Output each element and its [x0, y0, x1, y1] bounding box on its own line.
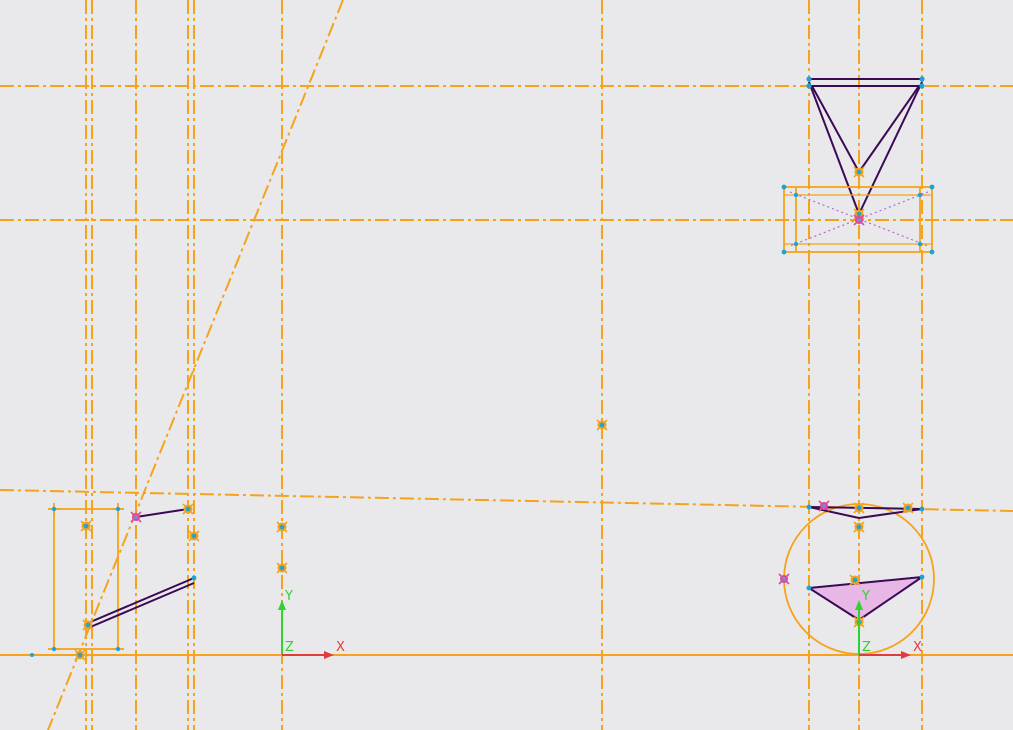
constraint-markers[interactable]: [74, 166, 914, 661]
coincident-point-icon[interactable]: [188, 530, 200, 542]
top-triangle[interactable]: [808, 78, 923, 215]
fixed-point-icon[interactable]: [853, 214, 865, 226]
fixed-point-icon[interactable]: [778, 573, 790, 585]
coincident-point-icon[interactable]: [849, 574, 861, 586]
coincident-point-icon[interactable]: [853, 166, 865, 178]
fixed-point-icon[interactable]: [130, 511, 142, 523]
coincident-point-icon[interactable]: [853, 502, 865, 514]
coincident-point-icon[interactable]: [80, 520, 92, 532]
right-axis-triad: Y Z X: [855, 589, 922, 659]
coincident-point-icon[interactable]: [853, 521, 865, 533]
coincident-point-icon[interactable]: [902, 502, 914, 514]
coincident-point-icon[interactable]: [182, 503, 194, 515]
coincident-point-icon[interactable]: [596, 419, 608, 431]
coincident-point-icon[interactable]: [74, 649, 86, 661]
left-axis-triad: Y Z X: [278, 589, 345, 659]
coincident-point-icon[interactable]: [276, 562, 288, 574]
fixed-point-icon[interactable]: [818, 500, 830, 512]
endpoints[interactable]: [30, 76, 935, 657]
left-linkage[interactable]: [87, 508, 195, 629]
z-axis-label: Z: [285, 640, 294, 655]
construction-line-diagonal: [47, 0, 344, 730]
x-axis-label: X: [336, 640, 345, 655]
coincident-point-icon[interactable]: [82, 619, 94, 631]
y-axis-label: Y: [284, 589, 293, 604]
filled-triangle[interactable]: [806, 576, 923, 622]
mid-rectangle[interactable]: [783, 186, 933, 253]
coincident-point-icon[interactable]: [276, 521, 288, 533]
z-axis-label: Z: [862, 640, 871, 655]
x-axis-label: X: [913, 640, 922, 655]
y-axis-label: Y: [861, 589, 870, 604]
